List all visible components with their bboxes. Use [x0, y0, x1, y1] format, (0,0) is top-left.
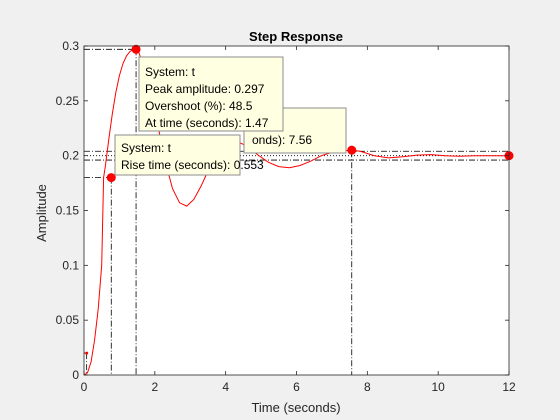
x-tick-label: 4	[222, 380, 229, 394]
settling-marker	[347, 145, 357, 155]
y-tick-label: 0.25	[56, 94, 80, 108]
peak-datatip[interactable]: System: t Peak amplitude: 0.297 Overshoo…	[138, 56, 284, 132]
peak-datatip-time: At time (seconds): 1.47	[145, 116, 269, 130]
rise-datatip-time: Rise time (seconds): 0.553	[121, 158, 264, 172]
peak-datatip-system: System: t	[145, 65, 196, 79]
x-tick-label: 6	[293, 380, 300, 394]
rise-end-marker	[106, 173, 116, 183]
y-tick-label: 0.15	[56, 204, 80, 218]
y-tick-label: 0	[72, 368, 79, 382]
x-tick-label: 2	[151, 380, 158, 394]
x-axis-label: Time (seconds)	[251, 400, 340, 415]
rise-datatip-system: System: t	[121, 141, 172, 155]
peak-datatip-overshoot: Overshoot (%): 48.5	[145, 99, 253, 113]
y-tick-label: 0.1	[62, 258, 79, 272]
settling-datatip-line: onds): 7.56	[252, 133, 312, 147]
y-tick-label: 0.3	[62, 39, 79, 53]
x-tick-label: 12	[502, 380, 516, 394]
y-tick-label: 0.2	[62, 149, 79, 163]
x-tick-label: 10	[431, 380, 445, 394]
x-tick-label: 8	[364, 380, 371, 394]
axis-ticks: 0 2 4 6 8 10 12 0 0.05 0.1 0.15 0.2 0.25 0.3	[56, 39, 516, 394]
chart-title: Step Response	[249, 29, 343, 44]
rise-start-marker	[85, 351, 89, 355]
peak-marker	[131, 44, 141, 54]
y-axis-label: Amplitude	[34, 184, 49, 242]
rise-datatip[interactable]: System: t Rise time (seconds): 0.553	[114, 134, 264, 176]
peak-datatip-amplitude: Peak amplitude: 0.297	[145, 82, 265, 96]
y-tick-label: 0.05	[56, 313, 80, 327]
x-tick-label: 0	[81, 380, 88, 394]
step-response-line[interactable]	[83, 48, 509, 376]
